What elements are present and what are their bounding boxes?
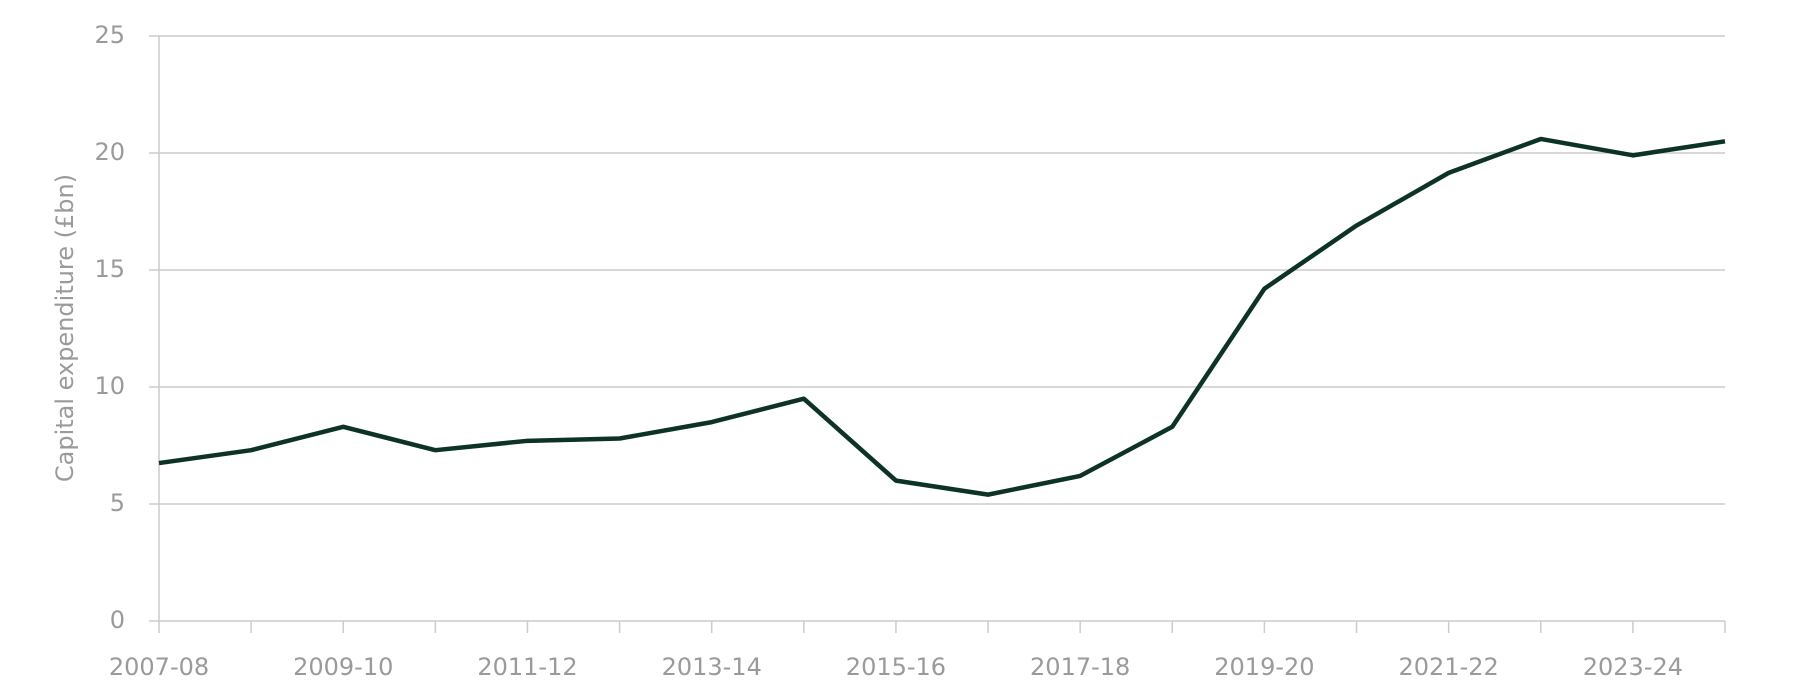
- x-tick-label: 2007-08: [109, 653, 209, 681]
- x-tick-label: 2013-14: [662, 653, 762, 681]
- y-tick-label: 15: [94, 255, 125, 283]
- x-tick-label: 2015-16: [846, 653, 946, 681]
- x-tick-label: 2021-22: [1399, 653, 1499, 681]
- x-tick-label: 2017-18: [1030, 653, 1130, 681]
- y-tick-label: 25: [94, 21, 125, 49]
- y-tick-label: 5: [110, 489, 125, 517]
- x-tick-label: 2009-10: [293, 653, 393, 681]
- x-tick-label: 2011-12: [477, 653, 577, 681]
- y-tick-label: 0: [110, 606, 125, 634]
- y-tick-label: 20: [94, 138, 125, 166]
- y-tick-label: 10: [94, 372, 125, 400]
- x-tick-label: 2023-24: [1583, 653, 1683, 681]
- y-axis-label: Capital expenditure (£bn): [51, 174, 79, 482]
- x-tick-label: 2019-20: [1214, 653, 1314, 681]
- data-line: [158, 136, 1726, 497]
